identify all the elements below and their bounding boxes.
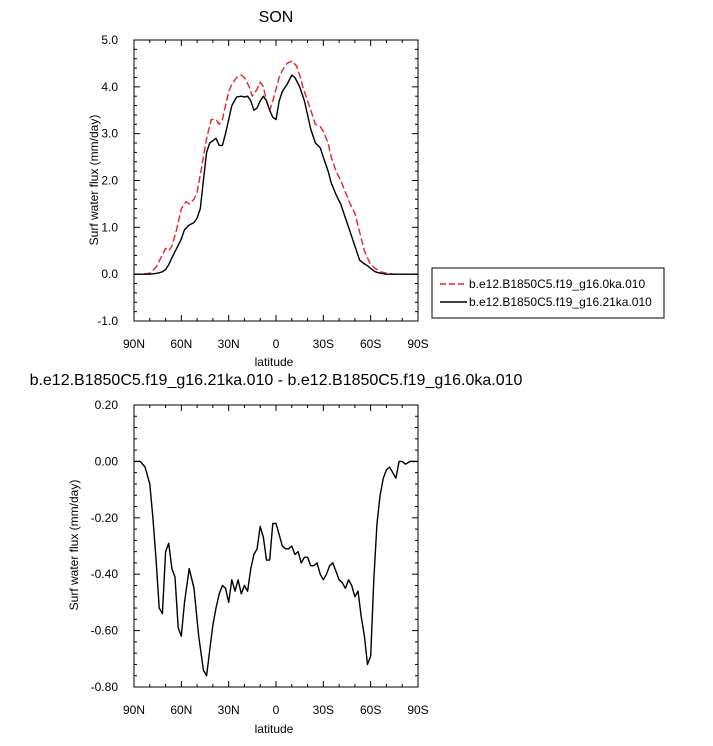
bottom-x-tick-label: 0 <box>273 703 280 717</box>
bottom-y-tick-label: -0.80 <box>91 680 119 694</box>
bottom-x-tick-label: 60N <box>170 703 192 717</box>
bottom-x-tick-label: 90N <box>123 703 145 717</box>
legend-label-series-0: b.e12.B1850C5.f19_g16.0ka.010 <box>469 277 645 291</box>
legend-box <box>431 267 665 319</box>
top-y-tick-label: 1.0 <box>101 220 118 234</box>
top-y-tick-label: 0.0 <box>101 267 118 281</box>
top-chart-y-axis-label: Surf water flux (mm/day) <box>87 115 101 246</box>
top-y-tick-label: 3.0 <box>101 127 118 141</box>
bottom-chart-y-axis-label: Surf water flux (mm/day) <box>67 480 81 611</box>
top-series-line-1 <box>134 74 418 275</box>
top-x-tick-label: 90S <box>407 337 428 351</box>
top-chart-legend: b.e12.B1850C5.f19_g16.0ka.010 b.e12.B185… <box>431 267 665 319</box>
bottom-chart-plot-area: 90N 60N 30N 0 30S 60S 90S -0.80 -0.60 -0.40 -0.20 0… <box>91 398 429 717</box>
top-x-tick-label: 60S <box>360 337 381 351</box>
top-chart-plot-area: 90N 60N 30N 0 30S 60S 90S -1.0 0.0 1.0 2.0 3.0 4.0 5.… <box>97 33 428 351</box>
legend-label-series-1: b.e12.B1850C5.f19_g16.21ka.010 <box>469 295 652 309</box>
top-chart-x-axis-label: latitude <box>255 355 294 369</box>
top-chart: SON 90N 60N 30N 0 30S 60S 90S -1.0 0.0 1.0 2.0 3.0 4… <box>87 9 665 369</box>
top-x-tick-label: 30N <box>218 337 240 351</box>
bottom-y-tick-label: 0.00 <box>95 454 119 468</box>
bottom-chart-x-axis-label: latitude <box>255 722 294 736</box>
bottom-x-tick-label: 30N <box>218 703 240 717</box>
top-x-tick-label: 90N <box>123 337 145 351</box>
top-chart-title: SON <box>259 9 294 26</box>
top-y-tick-label: 2.0 <box>101 174 118 188</box>
top-x-tick-label: 60N <box>170 337 192 351</box>
top-y-tick-label: 4.0 <box>101 80 118 94</box>
bottom-y-tick-label: -0.40 <box>91 567 119 581</box>
top-y-tick-label: -1.0 <box>97 314 118 328</box>
top-x-tick-label: 30S <box>313 337 334 351</box>
bottom-x-tick-label: 60S <box>360 703 381 717</box>
top-plot-frame <box>133 39 419 322</box>
bottom-y-tick-label: 0.20 <box>95 398 119 412</box>
top-series-line-0 <box>134 60 418 275</box>
bottom-x-tick-label: 30S <box>313 703 334 717</box>
bottom-chart-title: b.e12.B1850C5.f19_g16.21ka.010 - b.e12.B… <box>30 372 523 389</box>
bottom-y-tick-label: -0.20 <box>91 511 119 525</box>
bottom-series-line-0 <box>134 460 418 677</box>
bottom-y-tick-label: -0.60 <box>91 624 119 638</box>
top-y-tick-label: 5.0 <box>101 33 118 47</box>
bottom-x-tick-label: 90S <box>407 703 428 717</box>
top-x-tick-label: 0 <box>273 337 280 351</box>
bottom-chart: b.e12.B1850C5.f19_g16.21ka.010 - b.e12.B… <box>30 372 523 736</box>
